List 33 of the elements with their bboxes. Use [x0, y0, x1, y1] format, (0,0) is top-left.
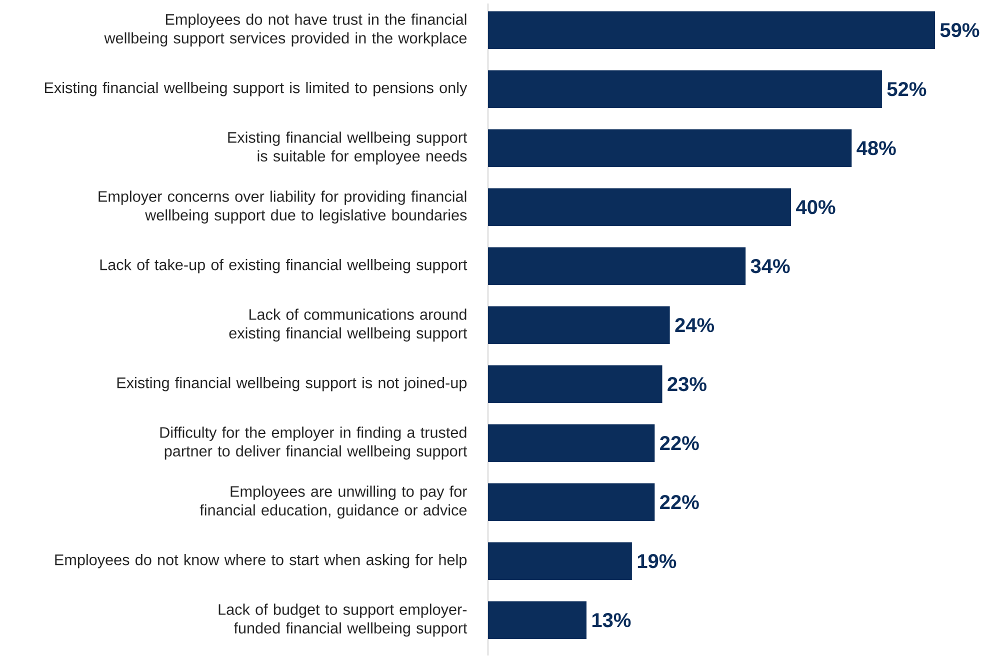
data-label: 59%	[940, 23, 980, 38]
bar	[488, 601, 586, 640]
bar	[488, 247, 746, 285]
data-label: 24%	[675, 318, 714, 332]
y-tick-label: Existing financial wellbeing support is not joined-up	[117, 376, 467, 392]
bar	[488, 483, 655, 521]
y-tick-label: Lack of budget to support employer-funded financial wellbeing support	[218, 604, 468, 637]
y-tick-label: Employees are unwilling to pay for financial education, guidance or advice	[200, 486, 467, 519]
y-tick-label: Employees do not have trust in the financial wellbeing support services provided in the workplace	[104, 14, 467, 47]
y-tick-label: Lack of take-up of existing financial wellbeing support	[100, 258, 468, 274]
bar	[488, 365, 662, 403]
data-label: 13%	[592, 613, 631, 628]
bar	[488, 306, 670, 344]
bar	[488, 424, 655, 462]
y-tick-label: Existing financial wellbeing support is limited to pensions only	[44, 82, 468, 96]
data-label: 52%	[887, 82, 926, 96]
y-tick-label: Employees do not know where to start when asking for help	[55, 554, 467, 568]
data-label: 40%	[796, 200, 836, 214]
y-tick-label: Lack of communications around existing financial wellbeing support	[229, 308, 468, 342]
data-label: 48%	[856, 141, 896, 156]
y-tick-label: Difficulty for the employer in finding a trusted partner to deliver financial wellbeing support	[160, 426, 468, 460]
y-tick-label: Existing financial wellbeing support is suitable for employee needs	[228, 132, 468, 165]
bar	[488, 11, 935, 49]
bar	[488, 542, 632, 580]
y-tick-label: Employer concerns over liability for providing financial wellbeing support due to legislative boundaries	[98, 190, 467, 224]
data-label: 19%	[638, 554, 676, 568]
bar	[488, 188, 792, 226]
data-label: 34%	[750, 259, 790, 274]
bar	[488, 70, 882, 108]
data-label: 23%	[668, 377, 706, 392]
data-label: 22%	[660, 436, 699, 450]
bar	[488, 129, 852, 167]
data-label: 22%	[660, 495, 699, 510]
